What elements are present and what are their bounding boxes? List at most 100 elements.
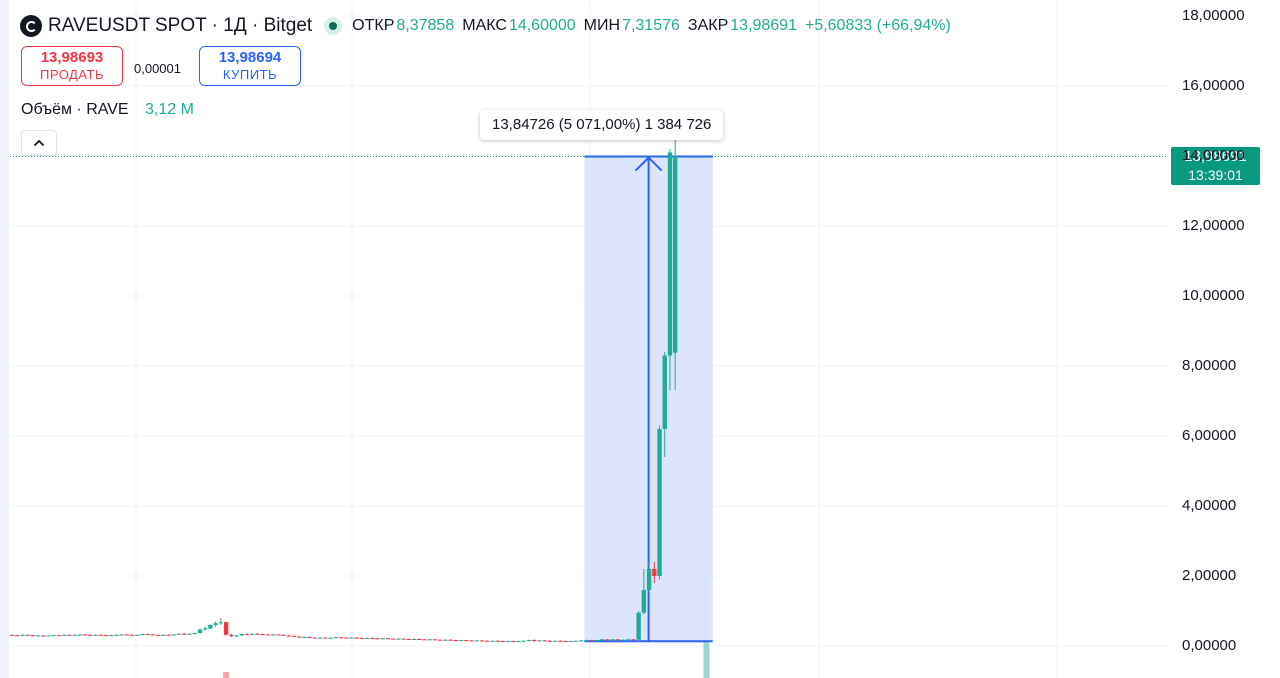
candle <box>427 639 432 641</box>
candle-body <box>589 640 594 642</box>
candle <box>234 634 239 637</box>
candle-body <box>103 635 109 637</box>
candle <box>203 626 208 631</box>
high-label: МАКС <box>462 17 507 34</box>
candle-body <box>166 634 171 636</box>
candle <box>359 637 365 639</box>
market-open-status-icon <box>324 17 343 35</box>
candle-body <box>150 634 156 636</box>
candle <box>333 636 338 639</box>
candle <box>422 639 427 641</box>
candle-body <box>286 635 291 637</box>
candle-body <box>41 635 46 637</box>
candle-body <box>307 636 312 638</box>
candle-body <box>156 634 161 636</box>
buy-button[interactable]: 13,98694 КУПИТЬ <box>199 46 301 86</box>
candle-body <box>396 638 401 640</box>
candle-body <box>328 637 333 639</box>
candle <box>516 640 521 643</box>
candle <box>396 638 401 640</box>
candle <box>307 636 312 638</box>
candle <box>161 634 166 636</box>
candle-body <box>516 641 521 643</box>
buy-price: 13,98694 <box>218 49 282 66</box>
measure-tool[interactable] <box>584 155 713 643</box>
candle <box>20 634 25 636</box>
candle <box>589 639 594 642</box>
candle <box>558 640 563 642</box>
ohlc-legend: ОТКР 8,37858 МАКС 14,60000 МИН 7,31576 З… <box>352 17 959 35</box>
candle-body <box>652 569 657 576</box>
candle-body <box>124 634 130 636</box>
candle <box>229 633 234 638</box>
candle <box>213 621 218 627</box>
candle <box>432 639 438 641</box>
candle-body <box>302 636 307 638</box>
candle <box>563 640 568 643</box>
candle <box>145 633 150 636</box>
candle-body <box>370 637 375 639</box>
candle <box>281 634 286 636</box>
candle-body <box>584 640 589 642</box>
candle <box>474 640 479 642</box>
candle-body <box>532 640 537 642</box>
candle <box>625 639 631 641</box>
sell-button[interactable]: 13,98693 ПРОДАТЬ <box>21 46 123 86</box>
candle-body <box>479 640 485 642</box>
candle <box>505 640 511 643</box>
candle <box>129 634 135 636</box>
collapse-legend-button[interactable] <box>21 130 57 156</box>
candle-body <box>391 638 396 640</box>
candle-body <box>641 590 647 613</box>
candle <box>208 624 213 630</box>
candle <box>46 635 51 637</box>
candle <box>103 634 109 637</box>
candle-body <box>620 639 626 641</box>
candle-body <box>213 623 218 625</box>
candle <box>150 634 156 636</box>
candle <box>62 634 67 636</box>
candle-body <box>646 569 652 590</box>
candle <box>646 562 652 594</box>
chart-header: RAVEUSDT SPOT · 1Д · Bitget ОТКР 8,37858… <box>20 12 959 40</box>
measure-tooltip: 13,84726 (5 071,00%) 1 384 726 <box>480 110 724 140</box>
candle <box>568 640 573 643</box>
candle <box>171 634 177 636</box>
candle <box>156 634 161 636</box>
candle <box>119 634 124 636</box>
candle <box>594 639 600 642</box>
candle <box>109 634 114 637</box>
left-toolbar-edge <box>0 0 9 678</box>
candle-body <box>625 639 631 641</box>
chevron-up-icon <box>33 139 45 147</box>
candle-body <box>349 637 354 639</box>
candle <box>552 640 558 642</box>
candle <box>364 637 370 639</box>
candle <box>495 640 500 642</box>
candle <box>56 634 62 637</box>
candle-body <box>333 637 338 639</box>
candle <box>385 637 391 640</box>
candle-body <box>250 633 255 635</box>
candle <box>255 633 260 635</box>
candle-body <box>485 640 490 642</box>
close-value: 13,98691 <box>730 17 797 34</box>
price-axis-tick-label: 6,00000 <box>1182 427 1237 444</box>
candle-body <box>385 638 391 640</box>
candle-body <box>98 634 103 636</box>
candle-body <box>573 640 579 642</box>
candle-body <box>30 635 36 637</box>
candle-body <box>77 634 83 636</box>
candle-body <box>354 637 359 639</box>
candle-body <box>453 640 459 642</box>
candle-body <box>208 625 213 629</box>
candle-body <box>35 635 41 637</box>
symbol-title[interactable]: RAVEUSDT SPOT · 1Д · Bitget <box>48 15 313 36</box>
candle <box>599 639 605 641</box>
candle-body <box>88 634 93 636</box>
candle-body <box>260 634 265 636</box>
volume-label: Объём · RAVE <box>21 101 129 118</box>
candle <box>526 639 532 642</box>
candle <box>605 639 610 641</box>
